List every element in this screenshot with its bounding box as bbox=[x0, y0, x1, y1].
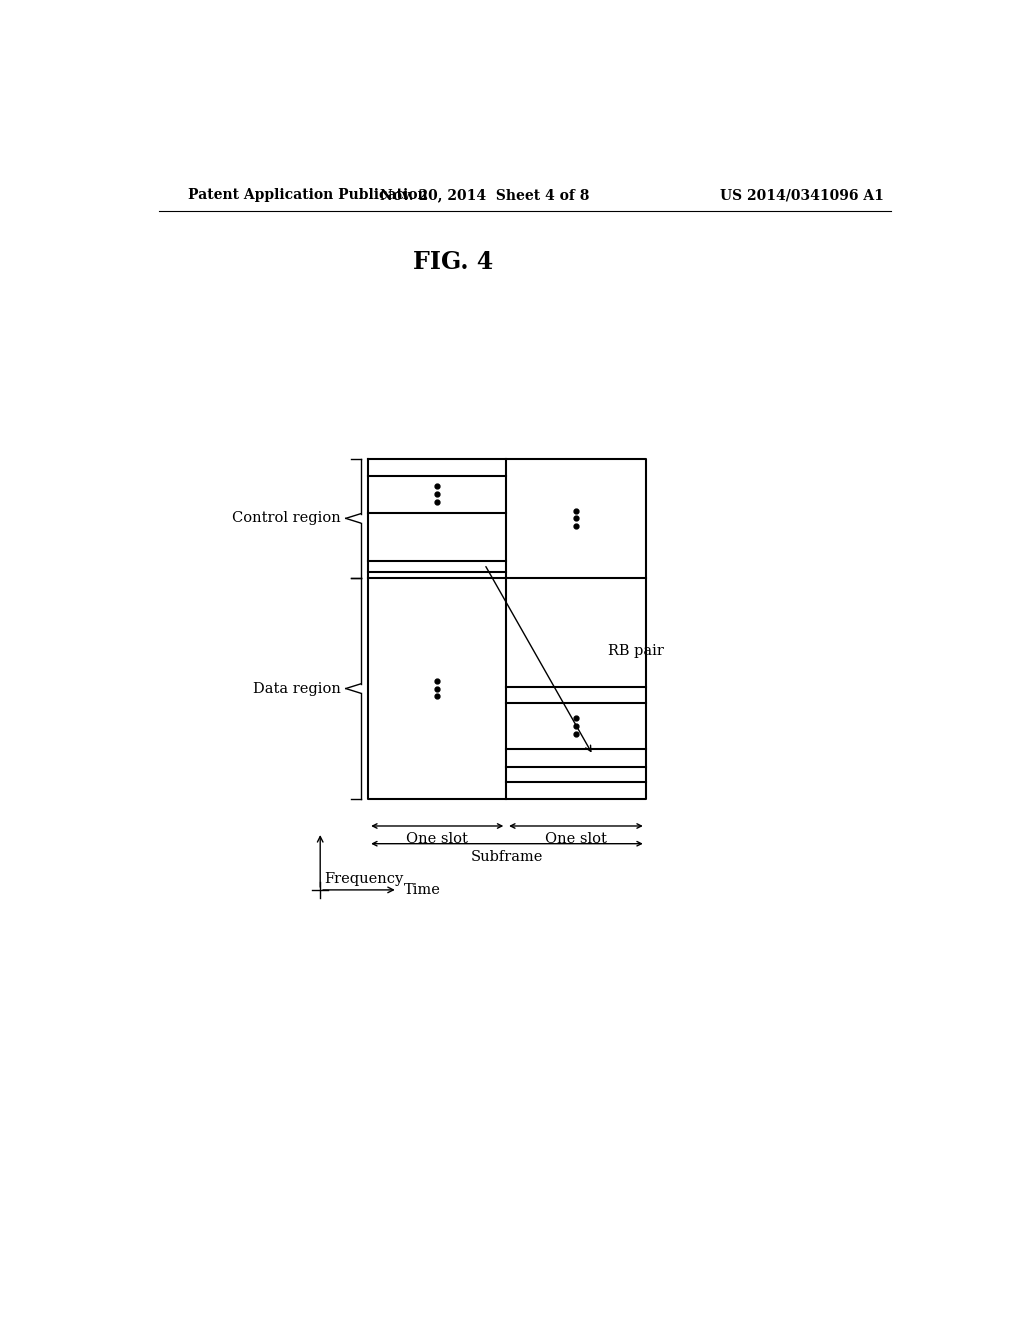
Text: One slot: One slot bbox=[407, 832, 468, 846]
Text: Subframe: Subframe bbox=[471, 850, 543, 863]
Text: Time: Time bbox=[403, 883, 440, 896]
Text: Patent Application Publication: Patent Application Publication bbox=[188, 189, 428, 202]
Text: Nov. 20, 2014  Sheet 4 of 8: Nov. 20, 2014 Sheet 4 of 8 bbox=[380, 189, 589, 202]
Text: One slot: One slot bbox=[545, 832, 607, 846]
Text: Control region: Control region bbox=[232, 511, 341, 525]
Text: RB pair: RB pair bbox=[608, 644, 665, 659]
Text: FIG. 4: FIG. 4 bbox=[414, 251, 494, 275]
Text: Frequency: Frequency bbox=[324, 873, 403, 886]
Text: US 2014/0341096 A1: US 2014/0341096 A1 bbox=[720, 189, 884, 202]
Text: Data region: Data region bbox=[253, 681, 341, 696]
